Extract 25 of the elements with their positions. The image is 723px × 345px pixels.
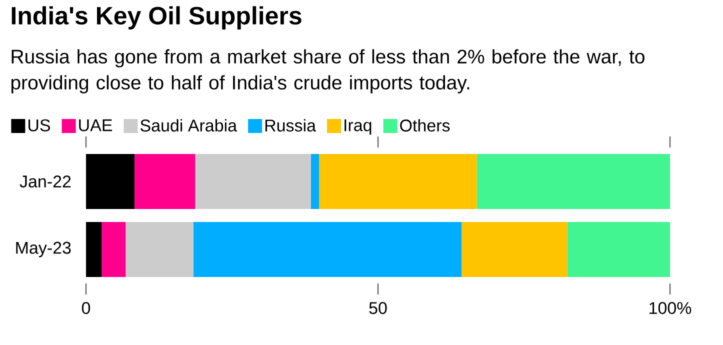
bar xyxy=(134,154,196,210)
chart-subtitle: Russia has gone from a market share of less than 2% before the war, to providing close to half of India's crude imports today. xyxy=(11,49,644,94)
bar xyxy=(86,222,102,278)
bar xyxy=(102,222,126,278)
x-tick-label: 50 xyxy=(369,302,387,314)
bar xyxy=(462,222,568,278)
legend-label: Russia xyxy=(265,119,316,132)
bar xyxy=(310,154,320,210)
legend-label: Iraq xyxy=(344,119,372,135)
x-tick-label: 100% xyxy=(650,302,692,314)
y-tick-label: May-23 xyxy=(16,242,71,258)
x-tick-label: 0 xyxy=(82,302,90,314)
bar xyxy=(86,154,134,210)
bar xyxy=(319,154,477,210)
chart-title: India's Key Oil Suppliers xyxy=(12,6,302,30)
bar xyxy=(193,222,462,278)
legend-label: Others xyxy=(400,119,450,132)
y-tick-label: Jan-22 xyxy=(20,175,71,188)
bar xyxy=(567,222,670,278)
bar xyxy=(126,222,194,278)
legend-label: US xyxy=(28,119,50,132)
legend-label: UAE xyxy=(79,119,112,132)
bar xyxy=(195,154,311,210)
bar xyxy=(476,154,670,210)
legend-label: Saudi Arabia xyxy=(140,119,238,132)
